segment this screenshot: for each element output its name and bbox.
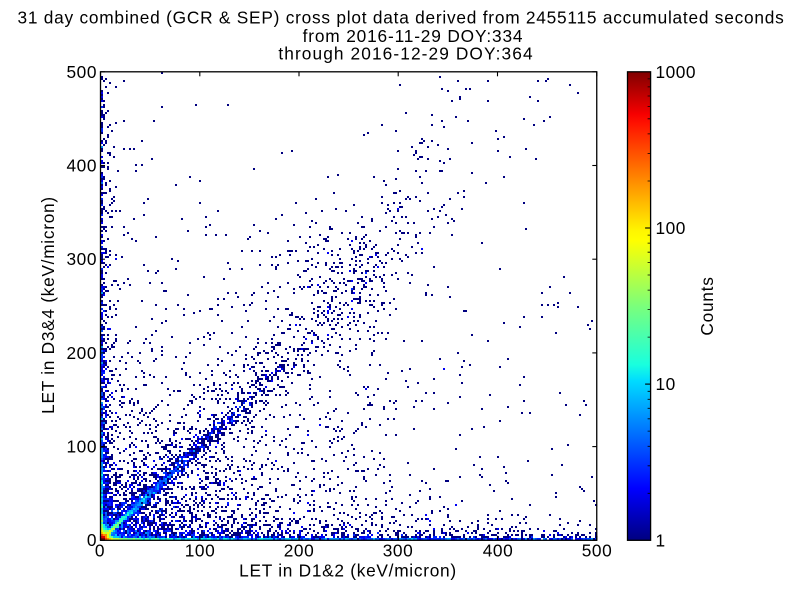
svg-text:0: 0 [87,530,97,550]
svg-text:300: 300 [383,541,413,561]
svg-text:300: 300 [67,249,97,269]
svg-text:from 2016-11-29 DOY:334: from 2016-11-29 DOY:334 [303,26,524,46]
svg-text:LET in D3&4 (keV/micron): LET in D3&4 (keV/micron) [38,196,58,414]
svg-text:400: 400 [67,156,97,176]
svg-text:31 day combined (GCR & SEP) cr: 31 day combined (GCR & SEP) cross plot d… [17,8,784,28]
svg-text:500: 500 [582,541,612,561]
svg-text:200: 200 [284,541,314,561]
svg-text:400: 400 [483,541,513,561]
svg-text:10: 10 [656,374,676,394]
svg-text:LET in D1&2 (keV/micron): LET in D1&2 (keV/micron) [239,561,457,581]
svg-text:through 2016-12-29 DOY:364: through 2016-12-29 DOY:364 [278,43,533,63]
svg-text:100: 100 [67,437,97,457]
svg-text:100: 100 [656,218,686,238]
svg-text:1000: 1000 [656,62,696,82]
svg-text:500: 500 [67,62,97,82]
svg-text:100: 100 [185,541,215,561]
svg-text:200: 200 [67,343,97,363]
svg-text:Counts: Counts [697,276,717,335]
svg-text:0: 0 [95,541,105,561]
svg-text:1: 1 [656,530,666,550]
